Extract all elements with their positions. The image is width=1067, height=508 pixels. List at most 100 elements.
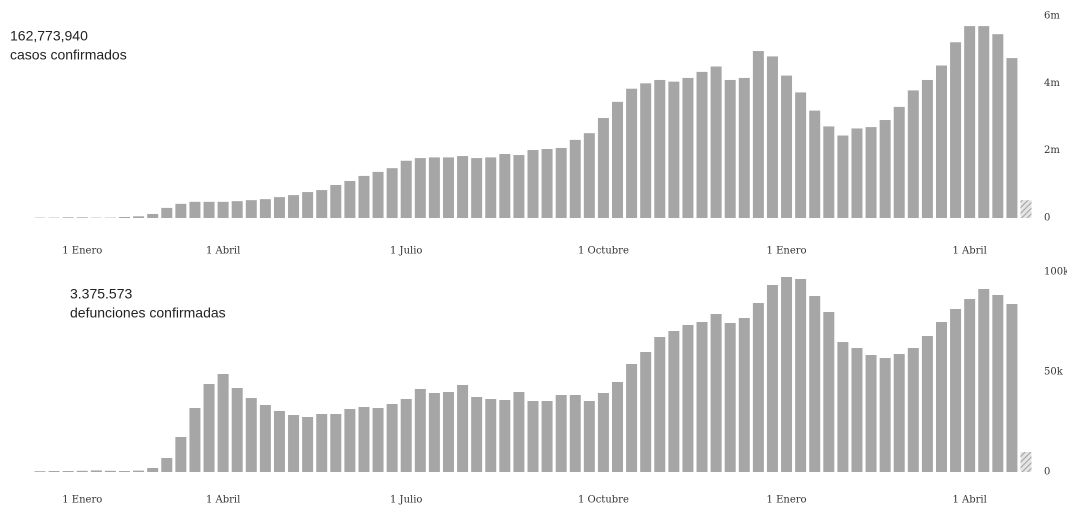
bar xyxy=(217,201,229,218)
bar xyxy=(795,92,807,218)
y-tick-label: 0 xyxy=(1044,467,1050,478)
bar xyxy=(414,158,426,218)
bar xyxy=(935,322,947,472)
bar xyxy=(513,155,525,218)
bar xyxy=(90,470,102,472)
bar xyxy=(964,299,976,472)
bar xyxy=(935,65,947,219)
bar xyxy=(231,201,243,218)
bar xyxy=(372,171,384,218)
bar xyxy=(795,279,807,472)
bar xyxy=(950,309,962,472)
bar xyxy=(316,190,328,218)
bar xyxy=(1020,200,1032,218)
y-tick-label: 2m xyxy=(1044,145,1060,156)
bar xyxy=(668,81,680,219)
bar xyxy=(1006,58,1018,219)
bar xyxy=(809,110,821,218)
x-tick-label: 1 Julio xyxy=(390,495,422,506)
y-tick-label: 4m xyxy=(1044,78,1060,89)
bar xyxy=(865,127,877,218)
bar xyxy=(696,71,708,219)
bar xyxy=(781,277,793,472)
bar xyxy=(654,79,666,218)
bar xyxy=(710,314,722,472)
bar xyxy=(879,120,891,218)
bar xyxy=(696,322,708,472)
x-tick-label: 1 Abril xyxy=(206,495,240,506)
bar xyxy=(330,185,342,218)
x-tick-label: 1 Abril xyxy=(206,246,240,257)
x-tick-label: 1 Abril xyxy=(952,246,986,257)
bar xyxy=(921,79,933,218)
bar xyxy=(499,400,511,472)
x-tick-label: 1 Octubre xyxy=(578,246,629,257)
bar xyxy=(259,405,271,472)
bar xyxy=(837,135,849,218)
bar xyxy=(640,352,652,472)
bar xyxy=(541,401,553,472)
bar xyxy=(921,336,933,472)
cases-total: 162,773,940 xyxy=(10,28,88,44)
bar xyxy=(851,348,863,472)
x-tick-label: 1 Octubre xyxy=(578,495,629,506)
bar xyxy=(1020,452,1032,472)
bar xyxy=(161,458,173,472)
bar xyxy=(950,42,962,219)
bar xyxy=(626,364,638,472)
bar xyxy=(442,157,454,218)
bar xyxy=(569,139,581,218)
bar xyxy=(823,312,835,472)
bar xyxy=(964,26,976,218)
bar xyxy=(668,331,680,472)
bar xyxy=(781,75,793,218)
x-tick-label: 1 Abril xyxy=(952,495,986,506)
bar xyxy=(654,337,666,472)
bar xyxy=(428,157,440,218)
bar xyxy=(175,203,187,218)
bar xyxy=(555,147,567,218)
bar xyxy=(837,342,849,472)
bar xyxy=(330,414,342,472)
bar xyxy=(992,34,1004,219)
bar xyxy=(752,51,764,218)
bar xyxy=(302,192,314,218)
bar xyxy=(133,470,145,472)
bar xyxy=(710,66,722,218)
bar xyxy=(738,77,750,219)
bar xyxy=(119,216,131,218)
bar xyxy=(62,471,74,472)
bar xyxy=(386,168,398,218)
bar xyxy=(231,388,243,472)
bar xyxy=(851,128,863,218)
bar xyxy=(893,106,905,218)
bar xyxy=(203,384,215,472)
bar xyxy=(992,295,1004,472)
bar xyxy=(104,470,116,472)
bar xyxy=(259,199,271,218)
x-tick-label: 1 Enero xyxy=(767,495,807,506)
bar xyxy=(471,158,483,218)
bar xyxy=(358,175,370,218)
bar xyxy=(428,393,440,472)
bar xyxy=(626,88,638,218)
bar xyxy=(442,392,454,472)
bar xyxy=(612,101,624,218)
bar xyxy=(527,401,539,472)
bar xyxy=(76,217,88,218)
bar xyxy=(189,408,201,472)
bar xyxy=(555,395,567,472)
bar xyxy=(640,83,652,218)
bar xyxy=(400,399,412,472)
bar xyxy=(597,118,609,218)
bar xyxy=(358,407,370,472)
bar xyxy=(245,398,257,472)
bar xyxy=(597,393,609,472)
cases-label: casos confirmados xyxy=(10,47,127,63)
bar xyxy=(978,26,990,218)
bar xyxy=(189,201,201,218)
bar xyxy=(288,415,300,472)
bar xyxy=(48,471,60,472)
bar xyxy=(766,56,778,219)
